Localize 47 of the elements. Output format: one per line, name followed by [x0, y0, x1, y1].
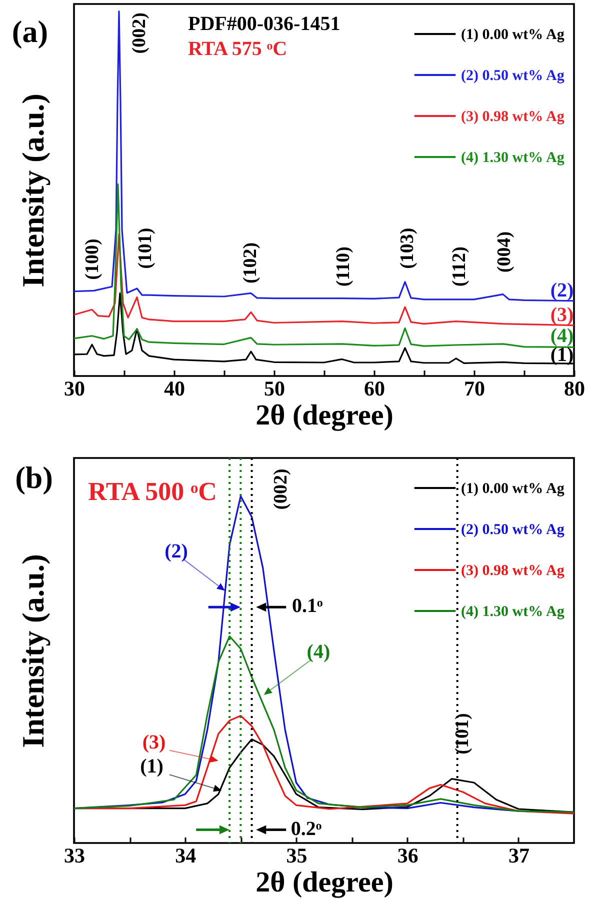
- legend-label: (1) 0.00 wt% Ag: [461, 27, 565, 43]
- x-tick-label: 37: [508, 844, 530, 868]
- x-tick-label: 36: [397, 844, 418, 868]
- x-tick-label: 80: [564, 376, 585, 400]
- annotation: (110): [333, 246, 354, 287]
- annotation: (1): [140, 756, 164, 778]
- y-axis-title: Intensity (a.u.): [16, 94, 50, 288]
- annotation: (101): [135, 228, 156, 269]
- legend-label: (2) 0.50 wt% Ag: [461, 68, 565, 84]
- legend-label: (1) 0.00 wt% Ag: [461, 481, 565, 497]
- annotation: (004): [494, 231, 515, 273]
- legend-label: (3) 0.98 wt% Ag: [461, 563, 565, 579]
- annotation: (101): [452, 713, 473, 754]
- annotation: (2): [550, 280, 574, 302]
- legend-label: (2) 0.50 wt% Ag: [461, 522, 565, 538]
- x-tick-label: 33: [64, 844, 85, 868]
- annotation: 0.2ᵒ: [290, 818, 322, 840]
- annotation: (102): [240, 242, 261, 284]
- x-tick-label: 40: [164, 376, 185, 400]
- annotation: (112): [449, 246, 470, 287]
- x-axis-title: 2θ (degree): [256, 400, 394, 432]
- annotation: (002): [129, 12, 150, 54]
- legend-label: (4) 1.30 wt% Ag: [461, 604, 565, 620]
- annotation: (002): [270, 468, 292, 510]
- x-tick-label: 34: [175, 844, 197, 868]
- x-tick-label: 50: [264, 376, 285, 400]
- annotation: (4): [306, 641, 330, 664]
- annotation: 0.1ᵒ: [292, 595, 323, 618]
- annotation: (3): [142, 731, 166, 754]
- chart-title: (b): [15, 460, 53, 495]
- x-tick-label: 35: [286, 844, 308, 868]
- x-axis-title: 2θ (degree): [256, 866, 394, 898]
- annotation: (4): [550, 324, 574, 347]
- legend-label: (4) 1.30 wt% Ag: [461, 150, 565, 166]
- x-tick-label: 70: [464, 376, 485, 400]
- annotation: (103): [397, 228, 418, 269]
- annotation: PDF#00-036-1451: [188, 13, 340, 35]
- legend-label: (3) 0.98 wt% Ag: [461, 109, 565, 125]
- y-axis-title: Intensity (a.u.): [16, 554, 50, 748]
- x-tick-label: 60: [364, 376, 385, 400]
- annotation: RTA 575 ᵒC: [188, 38, 288, 60]
- chart-title: (a): [12, 14, 48, 49]
- annotation: (2): [164, 540, 188, 563]
- annotation: (100): [82, 238, 103, 280]
- x-tick-label: 30: [64, 376, 85, 400]
- annotation: (3): [550, 304, 574, 326]
- annotation: RTA 500 ᵒC: [88, 477, 217, 506]
